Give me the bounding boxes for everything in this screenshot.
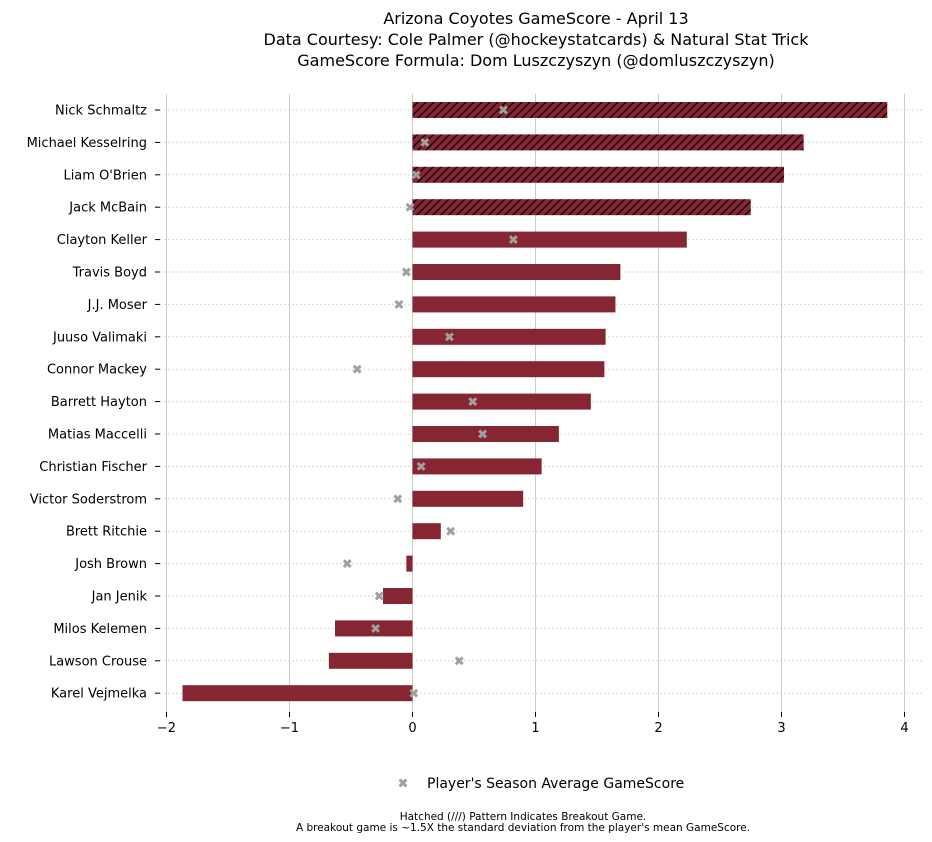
breakout-bar — [412, 102, 888, 118]
breakout-bar — [412, 134, 804, 151]
season-average-marker — [478, 429, 488, 439]
y-tick-label: Matias Maccelli — [48, 428, 147, 443]
season-average-marker — [446, 526, 456, 536]
x-tick-label: 3 — [777, 721, 785, 736]
x-tick-label: 2 — [654, 721, 662, 736]
score-bar — [328, 652, 413, 669]
season-average-marker — [393, 494, 403, 504]
score-bar — [412, 458, 542, 475]
footnote: Hatched (///) Pattern Indicates Breakout… — [296, 811, 750, 834]
score-bar — [412, 426, 559, 442]
score-bar — [412, 264, 621, 280]
score-bar — [412, 328, 606, 345]
title-line-2: Data Courtesy: Cole Palmer (@hockeystatc… — [264, 30, 810, 49]
y-tick-label: Jack McBain — [68, 201, 147, 216]
x-tick-label: 0 — [408, 721, 416, 736]
season-average-marker — [416, 461, 426, 471]
y-tick-label: Juuso Valimaki — [52, 330, 147, 345]
season-average-marker — [394, 299, 404, 309]
x-tick-label: 1 — [531, 721, 539, 736]
y-tick-label: Barrett Hayton — [51, 395, 147, 410]
footnote-line-2: A breakout game is ~1.5X the standard de… — [296, 822, 750, 834]
score-bar — [382, 588, 413, 604]
y-tick-label: J.J. Moser — [87, 298, 148, 313]
footnote-line-1: Hatched (///) Pattern Indicates Breakout… — [400, 811, 647, 823]
y-tick-label: Karel Vejmelka — [51, 687, 147, 702]
season-average-marker — [401, 267, 411, 277]
breakout-bar — [412, 166, 784, 183]
season-average-marker — [409, 688, 419, 698]
score-bar — [412, 393, 591, 410]
score-bar — [412, 231, 687, 248]
y-tick-label: Milos Kelemen — [53, 622, 147, 637]
score-bar — [412, 296, 616, 313]
season-average-markers — [342, 105, 518, 698]
legend-label: Player's Season Average GameScore — [427, 776, 684, 792]
y-tick-label: Christian Fischer — [39, 460, 147, 475]
score-bar — [182, 685, 413, 702]
y-tick-label: Brett Ritchie — [66, 525, 147, 540]
y-tick-label: Connor Mackey — [47, 363, 147, 378]
breakout-bar — [412, 199, 751, 216]
season-average-marker — [468, 397, 478, 407]
season-average-marker — [454, 656, 464, 666]
legend: Player's Season Average GameScore — [398, 776, 684, 792]
title-line-3: GameScore Formula: Dom Luszczyszyn (@dom… — [297, 51, 774, 70]
season-average-marker — [444, 332, 454, 342]
season-average-marker — [342, 559, 352, 569]
score-bar — [406, 555, 413, 572]
y-tick-label: Victor Soderstrom — [30, 492, 147, 507]
y-tick-label: Clayton Keller — [57, 233, 148, 248]
season-average-marker — [405, 202, 415, 212]
score-bar — [412, 361, 605, 378]
legend-marker-icon — [398, 778, 408, 788]
season-average-marker — [508, 235, 518, 245]
y-tick-label: Travis Boyd — [72, 266, 147, 281]
y-tick-label: Michael Kesselring — [27, 136, 147, 151]
y-tick-label: Lawson Crouse — [49, 654, 147, 669]
score-bar — [412, 490, 524, 507]
y-tick-label: Jan Jenik — [91, 590, 148, 605]
title-line-1: Arizona Coyotes GameScore - April 13 — [383, 9, 688, 28]
season-average-marker — [371, 623, 381, 633]
x-tick-label: 4 — [900, 721, 908, 736]
x-tick-label: −2 — [157, 721, 176, 736]
y-tick-label: Josh Brown — [74, 557, 147, 572]
y-tick-labels: Nick Schmaltz Michael Kesselring Liam O'Br… — [27, 104, 160, 702]
season-average-marker — [411, 170, 421, 180]
legend-x-marker — [398, 778, 408, 788]
x-tick-label: −1 — [280, 721, 299, 736]
y-tick-label: Nick Schmaltz — [55, 104, 147, 119]
season-average-marker — [352, 364, 362, 374]
season-average-marker — [420, 137, 430, 147]
y-tick-label: Liam O'Brien — [63, 168, 147, 183]
chart-title: Arizona Coyotes GameScore - April 13 Dat… — [264, 9, 810, 70]
score-bar — [412, 523, 441, 540]
season-average-marker — [374, 591, 384, 601]
x-tick-labels: −2 −1 0 1 2 3 4 — [157, 712, 909, 736]
season-average-marker — [499, 105, 508, 115]
